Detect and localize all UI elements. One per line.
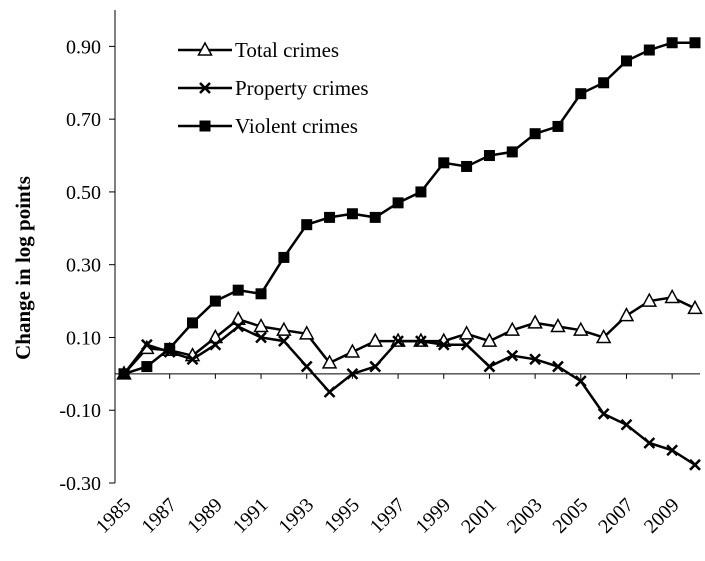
x-tick-label: 1989 [183,494,227,538]
legend-marker [197,41,213,56]
data-point [278,251,290,263]
data-point [164,342,176,354]
data-point [255,288,267,300]
y-tick-label: -0.10 [59,400,101,422]
y-tick-label: 0.10 [66,327,101,349]
x-tick-label: 2009 [640,494,684,538]
data-point [392,335,404,347]
data-point [666,37,678,49]
data-point [392,197,404,209]
legend-label: Property crimes [235,76,369,100]
data-point [438,157,450,169]
legend-label: Violent crimes [235,114,358,138]
data-point [527,314,543,329]
data-point [187,317,199,329]
data-point [209,338,222,351]
data-point [483,360,496,373]
y-axis-label: Change in log points [11,176,35,360]
x-tick-label: 1985 [92,494,136,538]
data-point [140,338,153,351]
legend-marker [199,120,211,132]
data-point [666,444,679,457]
data-point [574,375,587,388]
data-point [573,321,589,336]
data-point [664,288,680,304]
data-point [437,338,450,351]
data-point [277,335,290,347]
x-tick-label: 2003 [503,494,547,538]
data-point [618,307,635,322]
data-point [207,328,224,344]
y-tick-label: 0.90 [66,36,101,58]
data-point [483,150,495,162]
data-point [481,332,498,347]
data-point [141,361,153,373]
data-point [689,458,701,471]
data-point [346,208,358,220]
series-line [123,325,696,466]
data-point [369,211,381,223]
data-point [323,386,336,398]
y-tick-label: -0.30 [59,473,101,495]
x-tick-label: 1997 [366,494,410,538]
data-point [118,368,130,380]
data-point [552,120,564,132]
data-point [367,332,383,347]
data-point [552,360,564,373]
data-point [232,320,245,333]
data-point [687,299,703,315]
data-point [276,321,292,336]
data-point [298,325,315,340]
x-tick-label: 2005 [548,494,592,538]
data-point [595,328,612,344]
y-tick-label: 0.70 [66,109,101,131]
x-tick-label: 1995 [320,494,364,538]
data-point [458,325,475,340]
data-point [620,55,632,67]
series-line [123,296,696,375]
data-point [300,360,313,373]
data-point [506,349,519,362]
x-tick-label: 2001 [457,494,501,538]
data-point [321,354,338,369]
data-point [253,317,269,333]
data-point [461,160,473,172]
legend-label: Total crimes [235,38,339,62]
data-point [598,77,610,89]
data-point [186,353,199,366]
data-point [460,338,473,351]
data-point [689,37,701,49]
data-point [529,128,541,140]
data-point [506,146,518,158]
data-point [504,321,521,336]
y-tick-label: 0.30 [66,255,101,277]
x-tick-label: 1987 [137,494,181,538]
legend-marker [199,82,211,94]
data-point [346,367,359,380]
data-point [230,310,246,326]
data-point [209,295,221,307]
data-point [575,88,587,100]
x-tick-label: 1999 [411,494,455,538]
data-point [620,418,633,431]
data-point [369,360,382,373]
x-tick-label: 2007 [594,494,638,538]
x-tick-label: 1993 [274,494,318,538]
data-point [550,317,566,333]
data-point [643,437,656,449]
data-point [232,284,244,296]
data-point [643,44,655,56]
data-point [641,292,658,307]
data-point [415,186,427,198]
x-tick-label: 1991 [229,494,273,538]
data-point [324,211,336,223]
data-point [255,331,267,344]
data-point [415,335,427,347]
data-point [597,407,610,420]
data-point [301,219,313,231]
data-point [529,353,542,366]
data-point [344,343,361,358]
y-tick-label: 0.50 [66,182,101,204]
